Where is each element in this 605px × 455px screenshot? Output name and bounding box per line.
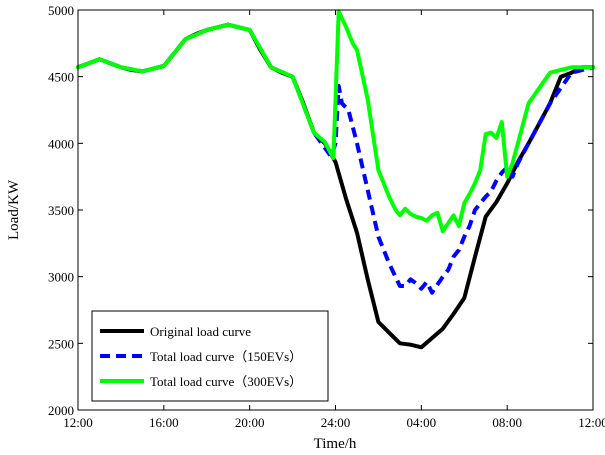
x-tick-label: 16:00 xyxy=(149,415,179,430)
y-axis-label: Load/KW xyxy=(6,179,22,240)
axis-layer: 12:00 16:00 20:00 24:00 04:00 08:00 12:0020002… xyxy=(48,3,605,430)
x-tick-label: 04:00 xyxy=(407,415,437,430)
series-line-3 xyxy=(76,9,595,234)
y-tick-label: 5000 xyxy=(48,3,74,18)
y-tick-label: 2000 xyxy=(48,403,74,418)
x-tick-label: 08:00 xyxy=(492,415,522,430)
series-line-2 xyxy=(77,22,594,295)
x-tick-label: 12:00 xyxy=(63,415,93,430)
legend-label-1: Original load curve xyxy=(150,324,251,339)
legend-label-2: Total load curve（150EVs） xyxy=(150,349,302,364)
legend-box xyxy=(91,310,329,402)
y-tick-label: 3000 xyxy=(48,270,74,285)
series-layer xyxy=(76,9,595,350)
legend: Original load curve Total load curve（150E… xyxy=(91,310,329,402)
y-tick-label: 4000 xyxy=(48,136,74,151)
legend-label-3: Total load curve（300EVs） xyxy=(150,374,302,389)
y-tick-label: 3500 xyxy=(48,203,74,218)
x-tick-label: 12:00 xyxy=(578,415,605,430)
x-axis-label: Time/h xyxy=(314,436,357,452)
y-tick-label: 2500 xyxy=(48,336,74,351)
x-tick-label: 24:00 xyxy=(321,415,351,430)
y-tick-label: 4500 xyxy=(48,70,74,85)
x-tick-label: 20:00 xyxy=(235,415,265,430)
